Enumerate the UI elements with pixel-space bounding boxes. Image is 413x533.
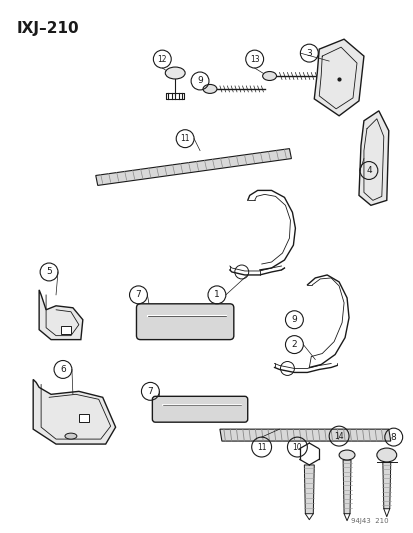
Polygon shape (78, 414, 88, 422)
Ellipse shape (65, 433, 77, 439)
Text: 11: 11 (180, 134, 190, 143)
Ellipse shape (338, 450, 354, 460)
Text: 1: 1 (214, 290, 219, 300)
Text: 8: 8 (390, 433, 396, 442)
Text: 5: 5 (46, 268, 52, 277)
Ellipse shape (376, 448, 396, 462)
Polygon shape (61, 326, 71, 334)
Text: IXJ–210: IXJ–210 (16, 21, 79, 36)
Ellipse shape (202, 84, 216, 93)
Polygon shape (358, 111, 388, 205)
Text: 9: 9 (291, 315, 297, 324)
Polygon shape (39, 290, 83, 340)
Text: 11: 11 (256, 442, 266, 451)
Text: 2: 2 (291, 340, 297, 349)
Text: 12: 12 (157, 54, 167, 63)
Polygon shape (342, 460, 350, 514)
Polygon shape (304, 465, 313, 514)
Text: 3: 3 (306, 49, 311, 58)
Ellipse shape (262, 71, 276, 80)
Polygon shape (313, 39, 363, 116)
Polygon shape (33, 379, 115, 444)
Text: 10: 10 (292, 442, 301, 451)
Text: 14: 14 (333, 432, 343, 441)
FancyBboxPatch shape (136, 304, 233, 340)
Text: 7: 7 (147, 387, 153, 396)
Text: 4: 4 (365, 166, 371, 175)
FancyBboxPatch shape (152, 397, 247, 422)
Polygon shape (95, 149, 291, 185)
Polygon shape (382, 462, 390, 508)
Text: 94J43  210: 94J43 210 (350, 518, 388, 523)
Text: 7: 7 (135, 290, 141, 300)
Text: 6: 6 (60, 365, 66, 374)
Text: 9: 9 (197, 76, 202, 85)
Polygon shape (219, 429, 390, 441)
Text: 13: 13 (249, 54, 259, 63)
Ellipse shape (165, 67, 185, 79)
